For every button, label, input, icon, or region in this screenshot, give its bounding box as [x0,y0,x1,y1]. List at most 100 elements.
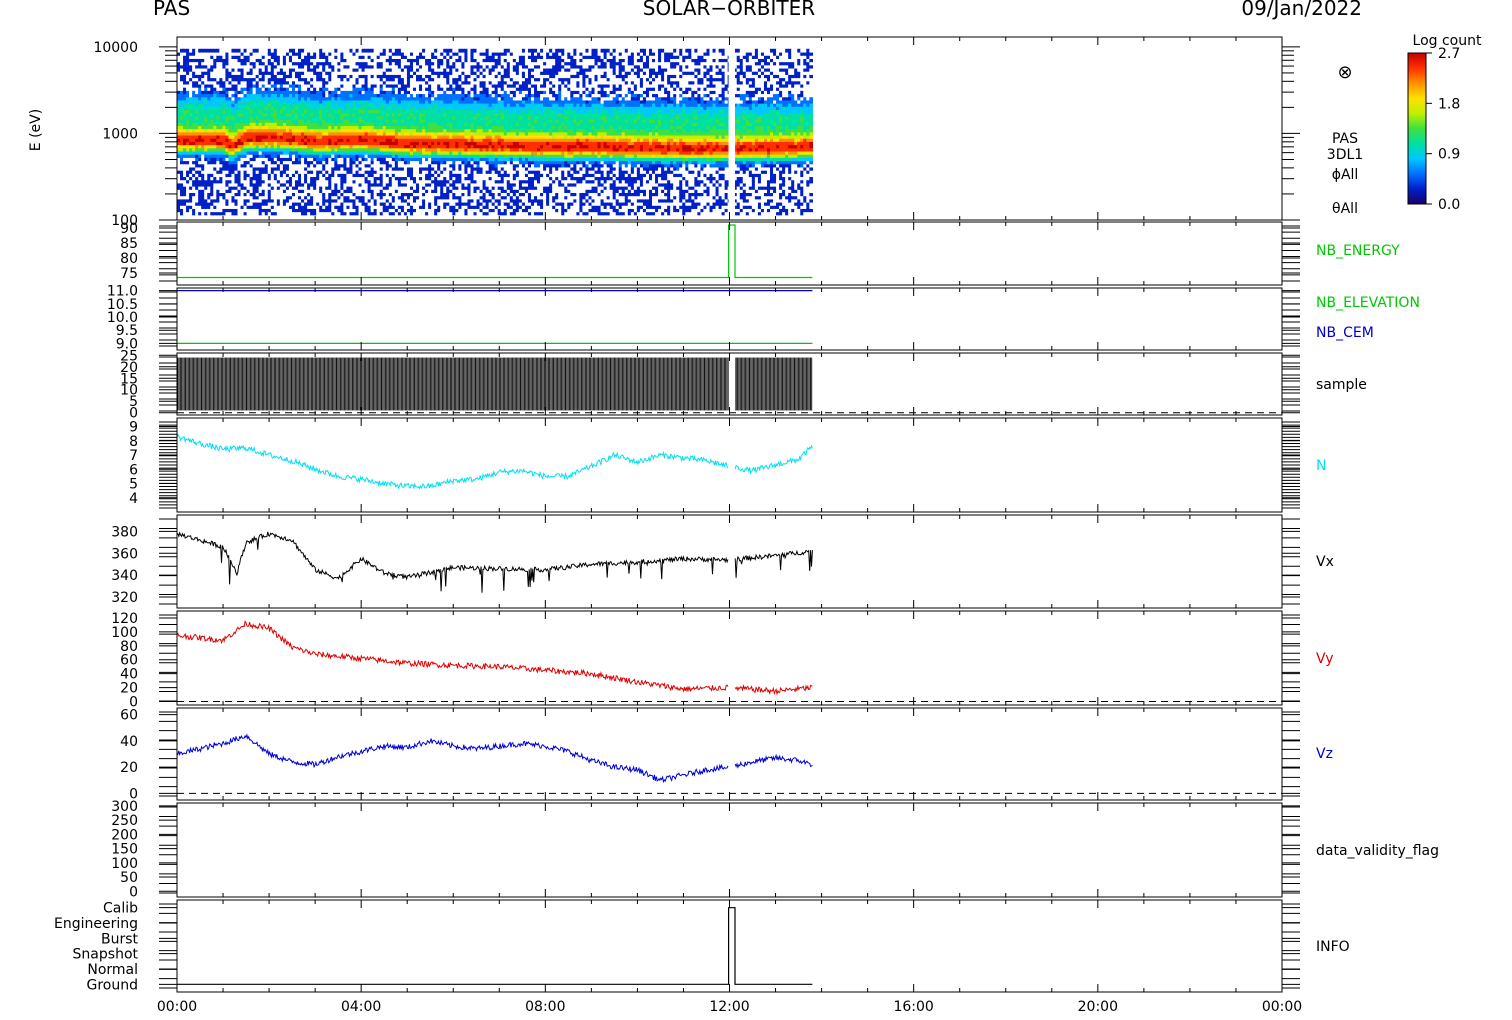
heatmap-cell [177,163,181,168]
heatmap-cell [195,166,199,171]
heatmap-cell [337,160,341,165]
heatmap-cell [340,109,345,114]
heatmap-cell [177,195,181,200]
heatmap-cell [346,58,351,63]
heatmap-cell [346,131,351,136]
heatmap-cell [328,48,332,53]
heatmap-cell [195,51,199,56]
heatmap-cell [331,198,335,203]
heatmap-cell [397,150,402,155]
heatmap-cell [364,147,369,152]
heatmap-cell [397,122,402,126]
heatmap-cell [349,128,354,133]
heatmap-cell [346,125,351,130]
heatmap-cell [358,103,363,107]
heatmap-cell [310,211,314,216]
heatmap-cell [307,160,311,165]
heatmap-cell [307,131,311,136]
heatmap-cell [294,154,299,158]
heatmap-cell [237,80,242,85]
heatmap-cell [334,106,338,111]
heatmap-cell [276,179,281,184]
heatmap-cell [198,112,202,117]
heatmap-cell [237,64,242,69]
heatmap-cell [291,61,296,66]
heatmap-cell [279,179,284,184]
heatmap-cell [261,186,266,190]
heatmap-cell [337,125,341,130]
heatmap-cell [349,112,354,117]
heatmap-cell [288,192,293,197]
heatmap-cell [240,192,245,197]
heatmap-cell [364,106,369,111]
heatmap-cell [325,87,329,91]
heatmap-cell [334,99,338,104]
heatmap-cell [397,115,402,120]
heatmap-cell [358,195,363,200]
heatmap-cell [243,189,248,194]
heatmap-cell [267,211,272,216]
heatmap-cell [228,93,233,98]
heatmap-cell [358,144,363,149]
heatmap-cell [231,96,236,101]
heatmap-cell [385,160,390,165]
heatmap-cell [343,128,348,133]
heatmap-cell [279,125,284,130]
heatmap-cell [282,179,287,184]
heatmap-cell [282,141,287,146]
heatmap-cell [213,205,217,209]
heatmap-cell [192,67,196,72]
heatmap-cell [388,201,393,206]
heatmap-cell [337,176,341,181]
heatmap-cell [288,55,293,59]
heatmap-cell [325,93,329,98]
heatmap-cell [195,90,199,95]
heatmap-cell [273,119,278,123]
heatmap-cell [340,208,345,213]
heatmap-cell [337,106,341,111]
heatmap-cell [349,90,354,95]
heatmap-cell [252,58,257,63]
heatmap-cell [201,71,205,75]
heatmap-cell [249,122,254,126]
heatmap-cell [270,160,275,165]
heatmap-cell [195,131,199,136]
heatmap-cell [213,211,217,216]
heatmap-cell [373,87,378,91]
heatmap-cell [373,99,378,104]
heatmap-cell [325,80,329,85]
heatmap-cell [370,192,375,197]
heatmap-cell [246,141,251,146]
heatmap-cell [264,99,269,104]
heatmap-cell [370,141,375,146]
heatmap-cell [382,198,387,203]
heatmap-cell [334,96,338,101]
heatmap-cell [285,192,290,197]
heatmap-cell [301,55,305,59]
heatmap-cell [270,186,275,190]
heatmap-cell [222,119,227,123]
heatmap-cell [319,51,323,56]
heatmap-cell [298,109,302,114]
heatmap-cell [294,90,299,95]
heatmap-cell [294,170,299,174]
heatmap-cell [304,58,308,63]
heatmap-cell [207,99,211,104]
heatmap-cell [301,58,305,63]
heatmap-cell [249,150,254,155]
heatmap-cell [231,119,236,123]
heatmap-cell [276,48,281,53]
heatmap-cell [291,179,296,184]
heatmap-cell [288,189,293,194]
heatmap-cell [337,189,341,194]
heatmap-cell [385,74,390,79]
heatmap-cell [249,205,254,209]
heatmap-cell [192,134,196,139]
heatmap-cell [288,122,293,126]
heatmap-cell [258,106,263,111]
heatmap-cell [204,67,208,72]
heatmap-cell [379,166,384,171]
heatmap-cell [367,160,372,165]
heatmap-cell [340,198,345,203]
heatmap-cell [288,166,293,171]
